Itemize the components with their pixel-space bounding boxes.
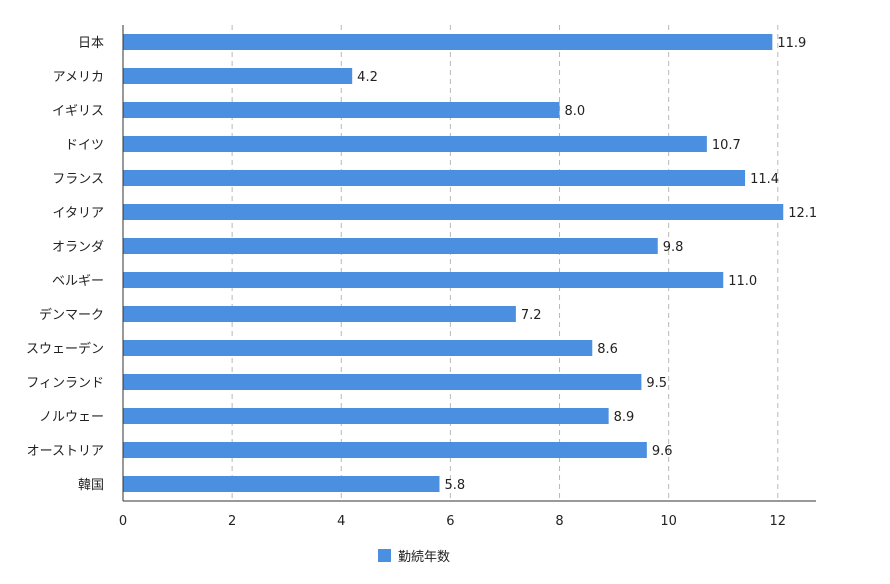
category-label: ベルギー <box>52 274 104 289</box>
data-label: 7.2 <box>521 308 542 323</box>
x-tick-label: 10 <box>660 514 677 529</box>
legend-swatch <box>378 549 391 562</box>
bar[interactable] <box>123 68 353 84</box>
data-label: 12.1 <box>788 206 817 221</box>
data-label: 8.9 <box>614 410 635 425</box>
category-label: オーストリア <box>27 444 104 459</box>
x-tick-labels: 0 2 4 6 8 10 12 <box>119 514 786 529</box>
category-label: フィンランド <box>26 376 104 391</box>
legend[interactable]: 勤続年数 <box>378 549 450 565</box>
category-label: 韓国 <box>78 478 104 493</box>
data-label: 8.0 <box>565 104 586 119</box>
bar[interactable] <box>123 374 642 390</box>
category-label: オランダ <box>52 240 104 255</box>
bar[interactable] <box>123 238 658 254</box>
data-label: 9.6 <box>652 444 673 459</box>
data-label: 11.0 <box>728 274 757 289</box>
category-label: アメリカ <box>53 70 104 85</box>
data-label: 11.9 <box>777 36 806 51</box>
bars <box>123 34 784 492</box>
category-label: デンマーク <box>39 307 104 323</box>
category-label: フランス <box>52 172 104 187</box>
category-label: ドイツ <box>65 138 104 153</box>
data-label: 5.8 <box>444 478 465 493</box>
category-label: 日本 <box>78 36 104 51</box>
data-label: 9.8 <box>663 240 684 255</box>
bar[interactable] <box>123 204 784 220</box>
data-labels: 11.9 4.2 8.0 10.7 11.4 12.1 9.8 11.0 7.2 8.6 9.5 8.… <box>357 36 817 493</box>
bar[interactable] <box>123 34 773 50</box>
category-label: スウェーデン <box>26 341 104 357</box>
bar[interactable] <box>123 442 647 458</box>
data-label: 4.2 <box>357 70 378 85</box>
bar[interactable] <box>123 102 560 118</box>
bar[interactable] <box>123 170 746 186</box>
data-label: 11.4 <box>750 172 779 187</box>
data-label: 9.5 <box>646 376 667 391</box>
data-label: 8.6 <box>597 342 618 357</box>
category-label: ノルウェー <box>39 410 104 425</box>
category-label: イギリス <box>52 104 104 119</box>
x-tick-label: 2 <box>228 514 236 529</box>
bar[interactable] <box>123 340 593 356</box>
x-tick-label: 12 <box>770 514 787 529</box>
category-label: イタリア <box>53 206 104 221</box>
x-tick-label: 0 <box>119 514 127 529</box>
x-tick-label: 4 <box>337 514 345 529</box>
bar[interactable] <box>123 136 707 152</box>
legend-label: 勤続年数 <box>398 550 450 565</box>
bar[interactable] <box>123 272 724 288</box>
bar[interactable] <box>123 476 440 492</box>
x-tick-label: 8 <box>555 514 563 529</box>
data-label: 10.7 <box>712 138 741 153</box>
category-labels: 日本アメリカイギリスドイツフランスイタリアオランダベルギーデンマークスウェーデン… <box>26 36 104 493</box>
bar[interactable] <box>123 306 516 322</box>
x-tick-label: 6 <box>446 514 454 529</box>
gridlines <box>231 25 779 501</box>
axes <box>122 25 816 502</box>
bar[interactable] <box>123 408 609 424</box>
